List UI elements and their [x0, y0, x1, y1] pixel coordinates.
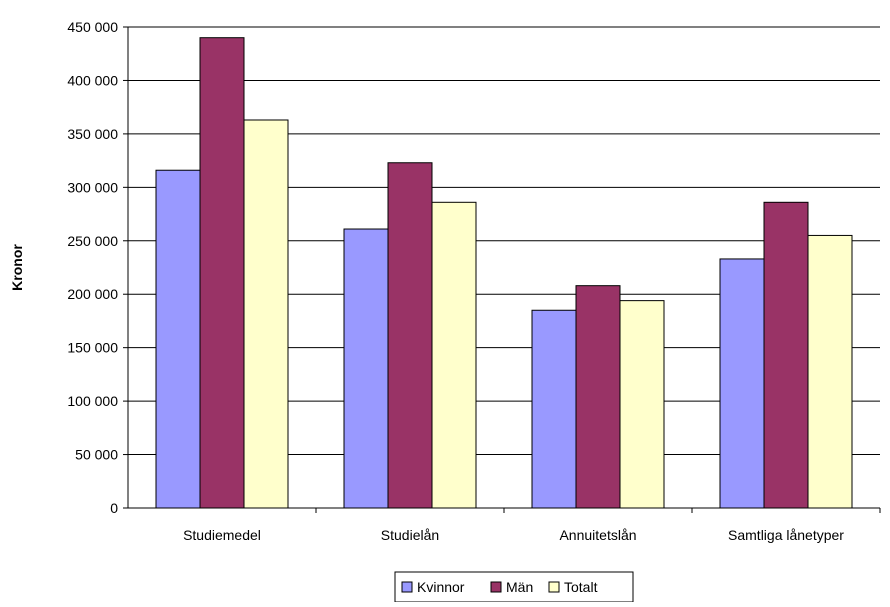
bar-totalt-2: [431, 201, 477, 509]
legend-box: [394, 571, 634, 603]
x-tick-label: Studiemedel: [183, 527, 261, 543]
legend-label: Kvinnor: [417, 579, 465, 595]
legend-swatch-män: [490, 581, 502, 593]
y-tick-label: 100 000: [67, 393, 118, 409]
y-tick-label: 0: [110, 500, 118, 516]
x-tick-label: Studielån: [381, 527, 439, 543]
y-tick-label: 450 000: [67, 19, 118, 35]
y-tick-label: 50 000: [75, 447, 118, 463]
y-tick-label: 400 000: [67, 72, 118, 88]
y-tick-labels: 0 50 000 100 000 150 000 200 000 250 000 300 0…: [67, 19, 118, 516]
bar-kvinnor-3: [531, 309, 577, 509]
y-tick-label: 250 000: [67, 233, 118, 249]
y-tick-label: 300 000: [67, 179, 118, 195]
x-tick-label: Samtliga lånetyper: [728, 527, 844, 543]
y-axis-label: Kronor: [9, 244, 25, 291]
legend-swatch-kvinnor: [401, 581, 413, 593]
y-tick-label: 200 000: [67, 286, 118, 302]
x-tick-label: Annuitetslån: [559, 527, 636, 543]
y-tick-label: 150 000: [67, 340, 118, 356]
x-tick-labels: Studiemedel Studielån Annuitetslån Samtliga…: [183, 527, 844, 543]
bar-kvinnor-4: [719, 258, 765, 509]
bar-män-1: [199, 37, 245, 509]
bar-totalt-3: [619, 300, 665, 509]
axes: [123, 26, 881, 513]
bar-kvinnor-2: [343, 228, 389, 509]
legend: Kvinnor Män Totalt: [394, 571, 634, 603]
bar-totalt-4: [807, 234, 853, 509]
bar-kvinnor-1: [155, 169, 201, 509]
legend-swatch-totalt: [548, 581, 560, 593]
legend-label: Totalt: [564, 579, 598, 595]
bar-män-2: [387, 162, 433, 509]
legend-label: Män: [506, 579, 533, 595]
bar-män-3: [575, 285, 621, 509]
bars: [155, 37, 853, 509]
bar-män-4: [763, 201, 809, 509]
bar-totalt-1: [243, 119, 289, 509]
y-tick-label: 350 000: [67, 126, 118, 142]
